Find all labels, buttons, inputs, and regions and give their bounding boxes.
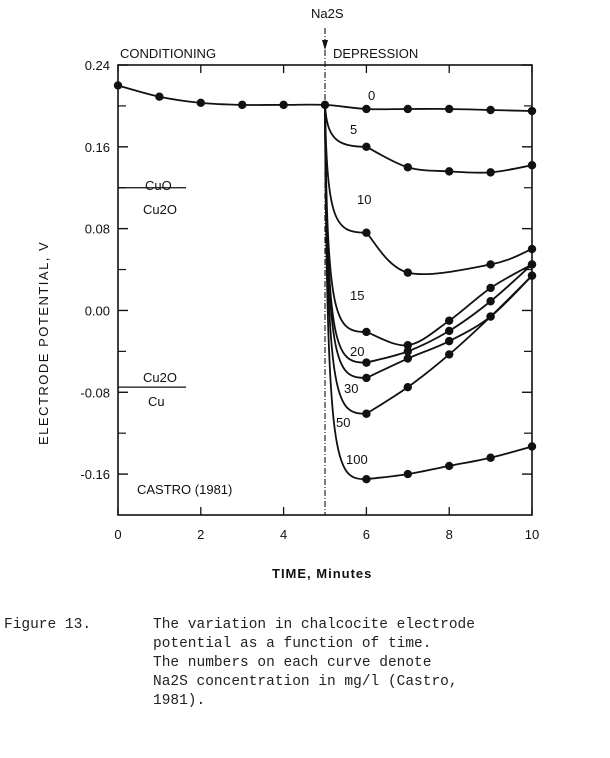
series-label-10: 10	[357, 192, 371, 207]
data-point-0	[403, 104, 412, 114]
data-point-0	[527, 106, 537, 116]
data-point-10	[486, 260, 495, 269]
series-label-0: 0	[368, 88, 375, 103]
caption-line: Na2S concentration in mg/l (Castro,	[153, 674, 458, 690]
phase-label-conditioning: CONDITIONING	[120, 46, 216, 61]
data-point-5	[445, 167, 454, 176]
data-point-30	[362, 373, 371, 383]
x-tick-label: 0	[114, 527, 121, 542]
data-point-20	[403, 347, 412, 356]
data-point-0	[238, 100, 247, 110]
data-point-15	[362, 327, 371, 337]
caption-line: The variation in chalcocite electrode	[153, 617, 475, 633]
data-point-10	[403, 268, 412, 277]
data-point-5	[527, 161, 537, 170]
annotation-source: CASTRO (1981)	[137, 482, 232, 497]
data-point-50	[486, 312, 495, 321]
y-tick-label: 0.08	[85, 222, 110, 237]
data-point-30	[445, 336, 454, 346]
event-label-na2s: Na2S	[311, 6, 344, 21]
data-point-15	[445, 316, 454, 325]
series-label-50: 50	[336, 415, 350, 430]
x-tick-label: 6	[363, 527, 370, 542]
x-tick-label: 4	[280, 527, 287, 542]
series-line-50	[324, 104, 533, 415]
data-point-0	[196, 98, 205, 108]
annotation-cuo: CuO	[145, 178, 172, 193]
y-tick-label: 0.00	[85, 303, 110, 318]
y-axis-title: ELECTRODE POTENTIAL, V	[36, 241, 51, 445]
series-line-20	[324, 104, 533, 364]
data-point-100	[445, 461, 454, 471]
series-label-30: 30	[344, 381, 358, 396]
data-point-0	[486, 105, 495, 115]
annotation-cu2o-top: Cu2O	[143, 370, 177, 385]
data-point-20	[362, 358, 371, 367]
phase-label-depression: DEPRESSION	[333, 46, 418, 61]
data-point-50	[362, 409, 371, 418]
x-axis-title: TIME, Minutes	[272, 566, 372, 581]
data-point-0	[362, 104, 371, 114]
data-point-100	[486, 453, 495, 462]
data-point-20	[527, 260, 537, 269]
x-tick-label: 2	[197, 527, 204, 542]
y-tick-label: -0.16	[80, 467, 110, 482]
caption-label: Figure 13.	[4, 617, 91, 633]
data-point-0	[279, 100, 288, 110]
data-point-0	[113, 81, 123, 90]
annotation-cu: Cu	[148, 394, 165, 409]
data-point-100	[403, 469, 412, 479]
annotation-cu2o: Cu2O	[143, 202, 177, 217]
data-point-20	[445, 326, 454, 336]
series-label-100: 100	[346, 452, 368, 467]
caption-line: potential as a function of time.	[153, 636, 431, 652]
data-point-20	[486, 297, 495, 306]
caption-line: 1981).	[153, 693, 205, 709]
series-line-15	[324, 104, 533, 347]
series-label-5: 5	[350, 122, 357, 137]
caption-line: The numbers on each curve denote	[153, 655, 431, 671]
data-point-5	[403, 163, 412, 172]
data-point-50	[445, 350, 454, 359]
data-point-5	[362, 142, 371, 152]
data-point-15	[403, 341, 412, 350]
x-tick-label: 8	[446, 527, 453, 542]
data-point-5	[486, 168, 495, 177]
data-point-100	[527, 442, 537, 451]
y-tick-label: -0.08	[80, 385, 110, 400]
data-point-0	[320, 100, 330, 110]
data-point-10	[362, 228, 371, 237]
y-tick-label: 0.24	[85, 58, 110, 73]
data-point-30	[403, 354, 412, 363]
data-point-15	[486, 283, 495, 293]
curves: 0 5 10 15 20 30 50 100	[113, 81, 537, 484]
data-point-50	[403, 382, 412, 392]
data-point-50	[527, 271, 537, 280]
axes: 0.24 0.16 0.08 0.00 -0.08 -0.16 0 2 4 6 8 10	[80, 28, 539, 542]
series-label-15: 15	[350, 288, 364, 303]
arrow-down-icon	[322, 40, 328, 50]
x-tick-label: 10	[525, 527, 539, 542]
series-label-20: 20	[350, 344, 364, 359]
series-line-5	[324, 104, 533, 174]
y-tick-label: 0.16	[85, 140, 110, 155]
data-point-0	[445, 104, 454, 114]
data-point-100	[362, 475, 371, 484]
data-point-0	[155, 92, 164, 101]
data-point-10	[527, 244, 537, 254]
